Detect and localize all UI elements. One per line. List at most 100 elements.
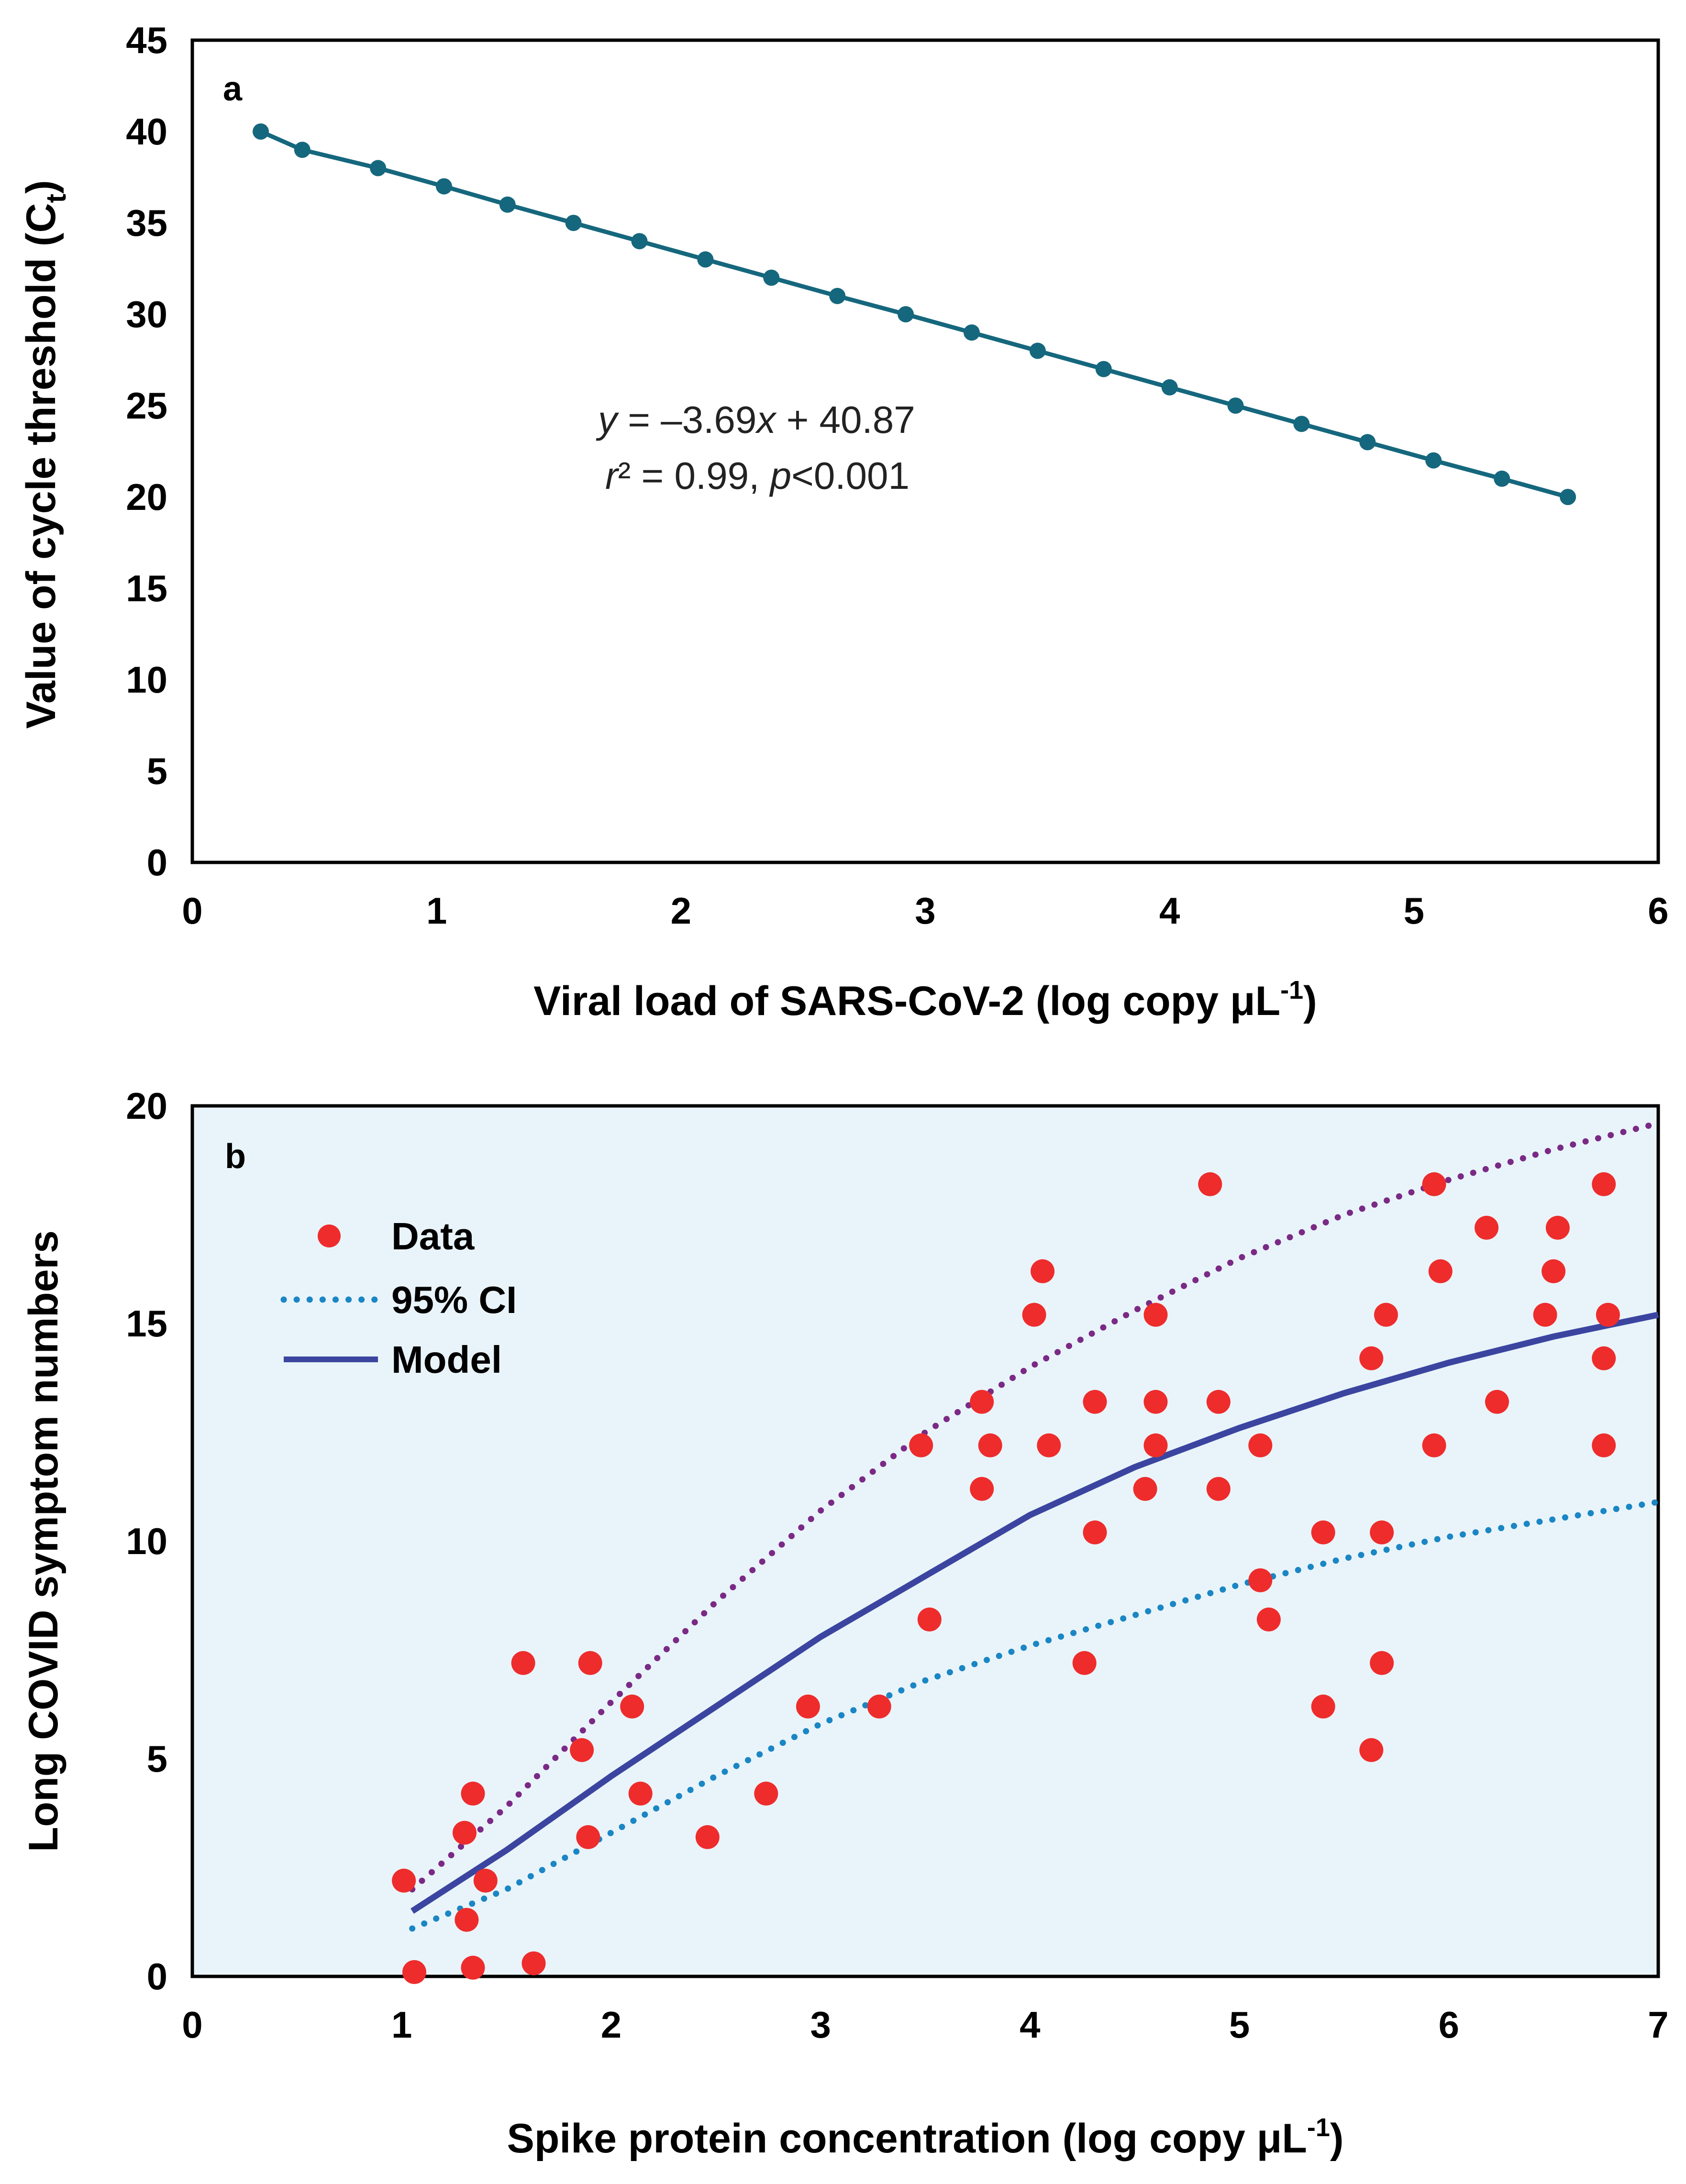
panel-a-point-1 [294, 142, 311, 158]
legend-data-label: Data [391, 1215, 475, 1257]
legend: Data 95% CI Model [280, 1215, 517, 1381]
panel-b-data-points [392, 1172, 1620, 1984]
panel-b-point-38 [1256, 1607, 1281, 1632]
panel-a-point-0 [253, 123, 269, 140]
panel-b-x-tick-4: 4 [1020, 2004, 1040, 2046]
panel-b-x-tick-1: 1 [391, 2004, 412, 2046]
model-curve [410, 1312, 1659, 1914]
panel-a-point-13 [1095, 361, 1112, 377]
panel-b-point-0 [392, 1868, 416, 1893]
panel-a-y-tick-30: 30 [126, 293, 167, 335]
panel-a-point-9 [829, 287, 846, 304]
panel-b-point-37 [1248, 1568, 1273, 1592]
stats-r2: ² = 0.99, [618, 454, 770, 497]
panel-a-y-tick-0: 0 [147, 841, 167, 883]
panel-a-point-20 [1560, 489, 1576, 505]
panel-b-x-tick-5: 5 [1229, 2004, 1250, 2046]
panel-a-y-tick-20: 20 [126, 476, 167, 518]
panel-b-point-5 [461, 1955, 485, 1980]
panel-b-point-46 [1422, 1172, 1446, 1196]
panel-a-point-11 [964, 324, 980, 341]
panel-b-point-10 [576, 1825, 600, 1849]
panel-b-point-22 [978, 1433, 1002, 1457]
panel-b-point-1 [402, 1960, 426, 1984]
panel-a-y-tick-25: 25 [126, 385, 167, 427]
panel-a-y-tick-15: 15 [126, 567, 167, 609]
panel-b-point-9 [570, 1738, 594, 1762]
panel-a-point-16 [1293, 416, 1310, 432]
panel-b-point-57 [1596, 1302, 1620, 1327]
panel-b-point-35 [1206, 1477, 1231, 1501]
panel-b-point-8 [521, 1951, 546, 1975]
panel-a-x-tick-6: 6 [1648, 890, 1668, 932]
panel-b-y-tick-10: 10 [126, 1520, 167, 1562]
panel-a-y-tick-45: 45 [126, 19, 167, 61]
panel-a-y-tick-35: 35 [126, 202, 167, 244]
panel-b-point-47 [1422, 1433, 1446, 1457]
panel-b-point-30 [1143, 1302, 1168, 1327]
panel-a-x-tick-3: 3 [915, 890, 935, 932]
panel-a-y-tick-40: 40 [126, 110, 167, 153]
panel-a-x-axis-title: Viral load of SARS-CoV-2 (log copy μL-1) [533, 976, 1317, 1024]
panel-b-point-44 [1370, 1651, 1394, 1675]
panel-b-point-18 [909, 1433, 933, 1457]
panel-b-point-48 [1428, 1259, 1453, 1283]
panel-a-x-tick-5: 5 [1404, 890, 1424, 932]
eq-slope: = –3.69 [617, 398, 756, 441]
panel-b-point-7 [511, 1651, 535, 1675]
panel-b-point-50 [1485, 1390, 1509, 1414]
panel-a-x-tick-4: 4 [1159, 890, 1180, 932]
panel-b-point-54 [1592, 1172, 1616, 1196]
stats-p-value: <0.001 [791, 454, 910, 497]
panel-a-point-8 [763, 269, 780, 286]
panel-b-y-axis-title: Long COVID symptom numbers [21, 1230, 67, 1852]
panel-a-point-14 [1161, 379, 1178, 396]
panel-b-y-tick-0: 0 [147, 1955, 167, 1997]
panel-a-y-tick-10: 10 [126, 659, 167, 701]
upper-95-ci-curve [409, 1120, 1662, 1893]
panel-b-point-15 [754, 1781, 778, 1806]
panel-b-point-27 [1083, 1390, 1107, 1414]
panel-b-y-tick-5: 5 [147, 1738, 167, 1780]
panel-b-point-3 [455, 1908, 479, 1932]
panel-a-point-18 [1425, 452, 1442, 469]
panel-a-point-7 [697, 251, 714, 268]
panel-b-point-28 [1083, 1520, 1107, 1544]
panel-b-point-19 [917, 1607, 942, 1632]
panel-a-x-tick-0: 0 [182, 890, 202, 932]
panel-b-label: b [225, 1137, 246, 1176]
panel-b-point-26 [1072, 1651, 1097, 1675]
stats-r: r [605, 454, 620, 497]
panel-b-point-29 [1133, 1477, 1157, 1501]
legend-data-marker [318, 1224, 341, 1247]
panel-b-point-21 [970, 1477, 994, 1501]
panel-b-chart: b 0 1 2 3 4 5 6 7 0 5 10 15 20 Data 95% CI Model Sp… [21, 1085, 1669, 2162]
panel-b-point-17 [867, 1694, 891, 1719]
panel-b-point-16 [796, 1694, 820, 1719]
panel-b-point-52 [1542, 1259, 1566, 1283]
panel-b-point-53 [1545, 1215, 1570, 1240]
panel-a-point-10 [898, 306, 914, 322]
panel-b-x-tick-7: 7 [1648, 2004, 1668, 2046]
lower-95-ci-curve [409, 1499, 1662, 1932]
panel-a-label: a [223, 70, 243, 108]
panel-b-point-12 [620, 1694, 644, 1719]
panel-a-point-6 [631, 233, 648, 250]
panel-b-x-tick-3: 3 [810, 2004, 831, 2046]
panel-b-point-33 [1198, 1172, 1222, 1196]
panel-a-plot-frame [190, 38, 1660, 864]
panel-a-point-4 [499, 196, 516, 213]
panel-b-point-42 [1359, 1738, 1384, 1762]
panel-b-point-41 [1359, 1346, 1384, 1370]
panel-b-point-25 [1037, 1433, 1061, 1457]
panel-b-point-55 [1592, 1346, 1616, 1370]
panel-b-point-43 [1370, 1520, 1394, 1544]
panel-b-point-20 [970, 1390, 994, 1414]
legend-ci-label: 95% CI [391, 1279, 517, 1321]
eq-x: x [754, 398, 777, 441]
panel-b-y-tick-15: 15 [126, 1302, 167, 1345]
panel-b-point-32 [1143, 1433, 1168, 1457]
panel-b-point-6 [473, 1868, 498, 1893]
panel-a-y-tick-5: 5 [147, 750, 167, 792]
